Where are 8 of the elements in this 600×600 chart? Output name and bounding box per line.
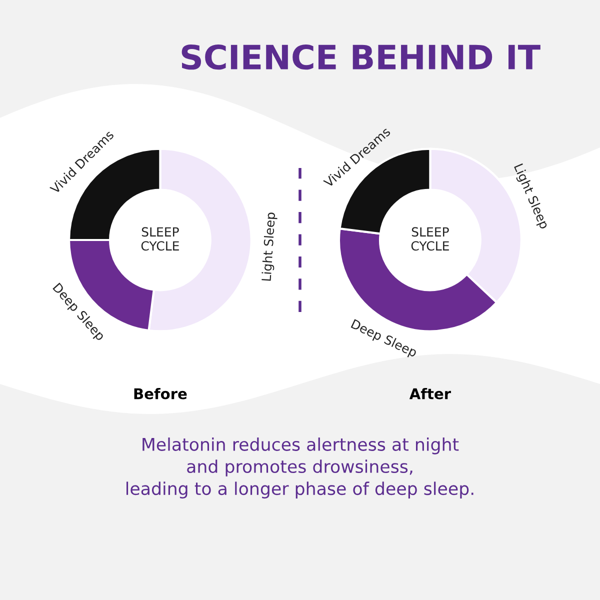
text: Before xyxy=(134,388,187,400)
text: SLEEP CYCLE xyxy=(411,227,449,251)
slice-label: Light Sleep xyxy=(261,212,278,281)
slice-label: Light Sleep xyxy=(512,163,550,230)
text: After xyxy=(409,388,451,400)
text: SCIENCE BEHIND IT xyxy=(182,44,540,70)
text: Melatonin reduces alertness at night and promotes drowsiness, leading to a longer phase of deep sleep. xyxy=(126,438,474,498)
text: SLEEP CYCLE xyxy=(141,227,179,251)
